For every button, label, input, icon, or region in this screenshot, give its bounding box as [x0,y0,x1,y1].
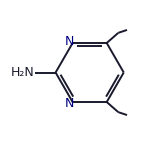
Text: H₂N: H₂N [11,66,35,79]
Text: N: N [64,97,74,110]
Text: N: N [64,35,74,48]
